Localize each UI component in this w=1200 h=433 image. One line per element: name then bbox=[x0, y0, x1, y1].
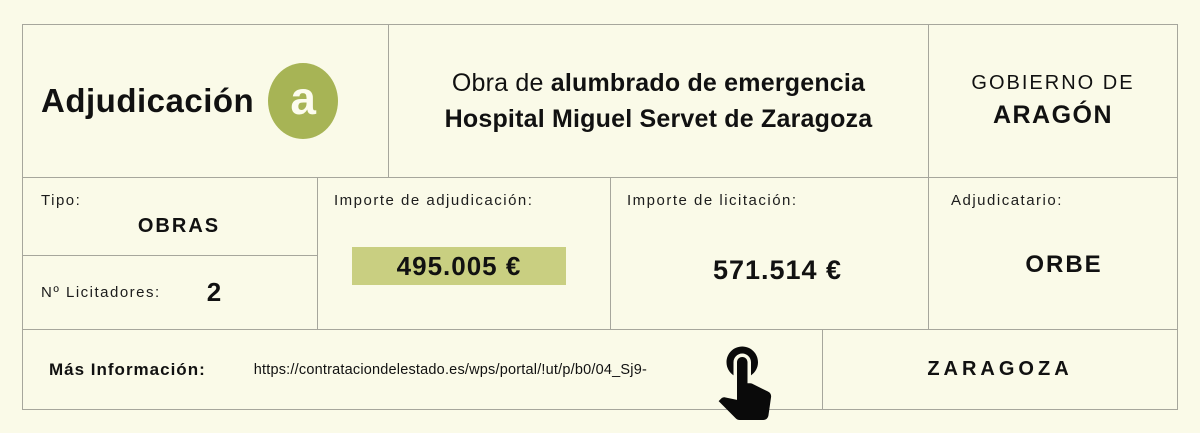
subject-cell: Obra de alumbrado de emergencia Hospital… bbox=[389, 25, 929, 177]
more-info-url[interactable]: https://contrataciondelestado.es/wps/por… bbox=[253, 361, 648, 378]
award-amount-highlight: 495.005 € bbox=[352, 247, 566, 285]
government-line1: GOBIERNO DE bbox=[971, 72, 1135, 94]
awardee-label: Adjudicatario: bbox=[951, 192, 1063, 209]
card-title: Adjudicación bbox=[41, 82, 255, 119]
tipo-cell: Tipo: OBRAS bbox=[23, 178, 317, 256]
location-value: ZARAGOZA bbox=[927, 358, 1073, 380]
tap-icon bbox=[718, 346, 772, 420]
subject-line1: Obra de alumbrado de emergencia bbox=[452, 65, 865, 101]
government-cell: GOBIERNO DE ARAGÓN bbox=[929, 25, 1177, 177]
award-amount-value: 495.005 € bbox=[396, 250, 522, 281]
location-cell: ZARAGOZA bbox=[823, 330, 1177, 409]
header-row: Adjudicación a Obra de alumbrado de emer… bbox=[23, 25, 1177, 178]
details-row: Tipo: OBRAS Nº Licitadores: 2 Importe de… bbox=[23, 178, 1177, 330]
bidders-count: 2 bbox=[206, 277, 222, 307]
tender-amount-label: Importe de licitación: bbox=[627, 192, 798, 209]
more-info-label: Más Información: bbox=[49, 359, 206, 379]
bidders-label: Nº Licitadores: bbox=[41, 284, 161, 301]
more-info-cell: Más Información: https://contrataciondel… bbox=[23, 330, 823, 409]
type-and-bidders-column: Tipo: OBRAS Nº Licitadores: 2 bbox=[23, 178, 318, 329]
logo-letter: a bbox=[290, 72, 316, 124]
tipo-value: OBRAS bbox=[137, 215, 221, 237]
letter-a-logo-icon: a bbox=[268, 63, 339, 139]
award-amount-label: Importe de adjudicación: bbox=[334, 192, 534, 209]
title-cell: Adjudicación a bbox=[23, 25, 389, 177]
award-card: Adjudicación a Obra de alumbrado de emer… bbox=[22, 24, 1178, 410]
subject-line2: Hospital Miguel Servet de Zaragoza bbox=[444, 105, 873, 133]
tender-amount-value: 571.514 € bbox=[712, 255, 843, 285]
government-line2: ARAGÓN bbox=[992, 101, 1114, 129]
tender-amount-cell: Importe de licitación: 571.514 € bbox=[611, 178, 929, 329]
tipo-label: Tipo: bbox=[41, 192, 82, 209]
footer-row: Más Información: https://contrataciondel… bbox=[23, 330, 1177, 409]
subject-prefix: Obra de bbox=[451, 69, 551, 97]
awardee-value: ORBE bbox=[1025, 251, 1103, 278]
award-amount-cell: Importe de adjudicación: 495.005 € bbox=[318, 178, 611, 329]
subject-emphasis: alumbrado de emergencia bbox=[550, 69, 866, 97]
bidders-cell: Nº Licitadores: 2 bbox=[23, 256, 317, 329]
awardee-cell: Adjudicatario: ORBE bbox=[929, 178, 1177, 329]
